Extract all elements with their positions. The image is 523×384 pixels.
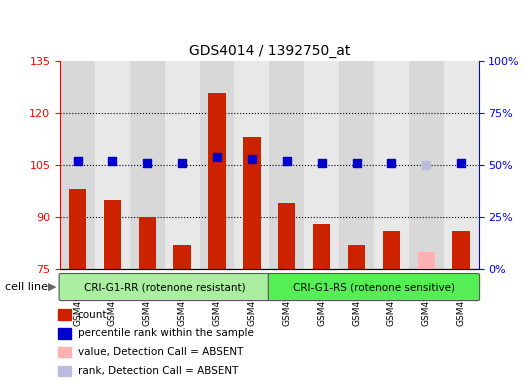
Bar (278, 203, 295, 269)
Text: rank, Detection Call = ABSENT: rank, Detection Call = ABSENT (77, 366, 238, 376)
Bar (69, 189, 86, 269)
Point (213, 154, 221, 160)
Bar (95, 61, 130, 269)
FancyBboxPatch shape (59, 273, 270, 301)
Text: cell line: cell line (5, 282, 48, 292)
Bar (417, 252, 435, 269)
Point (422, 162, 430, 168)
Bar (313, 224, 331, 269)
Bar (208, 93, 226, 269)
Bar (58, 310, 71, 320)
Bar (58, 328, 71, 339)
Title: GDS4014 / 1392750_at: GDS4014 / 1392750_at (189, 44, 350, 58)
Bar (58, 347, 71, 357)
Bar (165, 61, 200, 269)
Bar (243, 137, 260, 269)
Point (353, 160, 361, 166)
Bar (104, 200, 121, 269)
Text: value, Detection Call = ABSENT: value, Detection Call = ABSENT (77, 347, 243, 357)
Bar (348, 245, 365, 269)
Bar (234, 61, 269, 269)
Point (248, 156, 256, 162)
Text: count: count (77, 310, 107, 319)
Bar (139, 217, 156, 269)
Point (178, 160, 186, 166)
Bar (130, 61, 165, 269)
Bar (452, 231, 470, 269)
Bar (200, 61, 234, 269)
Bar (269, 61, 304, 269)
Point (73, 158, 82, 164)
Bar (444, 61, 479, 269)
Point (143, 160, 152, 166)
Text: percentile rank within the sample: percentile rank within the sample (77, 328, 254, 338)
Bar (60, 61, 95, 269)
Bar (374, 61, 409, 269)
Bar (174, 245, 191, 269)
Point (457, 160, 465, 166)
Bar (339, 61, 374, 269)
Bar (304, 61, 339, 269)
Bar (409, 61, 444, 269)
Bar (58, 366, 71, 376)
Point (108, 158, 117, 164)
Text: CRI-G1-RR (rotenone resistant): CRI-G1-RR (rotenone resistant) (84, 282, 246, 292)
FancyBboxPatch shape (268, 273, 480, 301)
Text: ▶: ▶ (48, 282, 56, 292)
Point (282, 158, 291, 164)
Bar (383, 231, 400, 269)
Text: CRI-G1-RS (rotenone sensitive): CRI-G1-RS (rotenone sensitive) (293, 282, 455, 292)
Point (387, 160, 395, 166)
Point (317, 160, 326, 166)
